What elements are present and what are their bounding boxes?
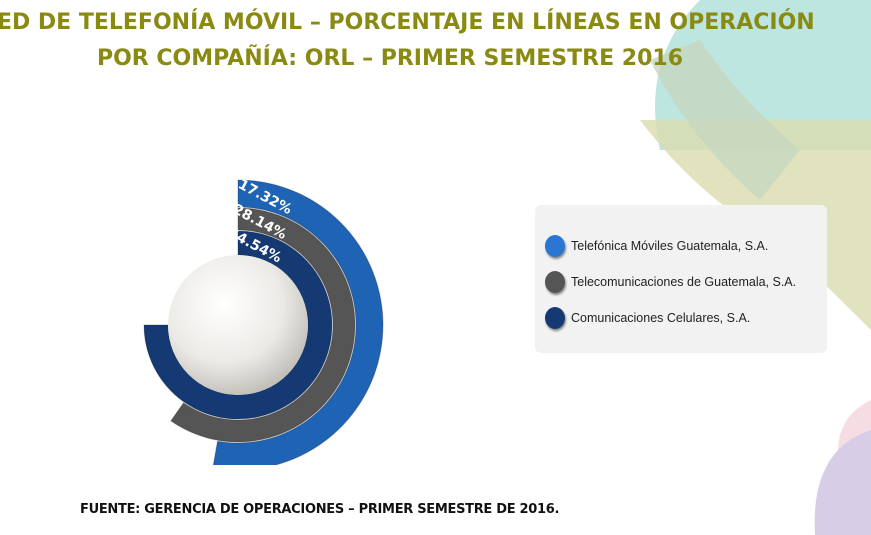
legend-item-telefonica: Telefónica Móviles Guatemala, S.A. (545, 233, 768, 259)
legend-label: Comunicaciones Celulares, S.A. (571, 311, 751, 325)
legend-label: Telecomunicaciones de Guatemala, S.A. (571, 275, 797, 289)
ring-telefonica (212, 179, 384, 465)
lavender-shape (814, 430, 871, 535)
legend-swatch (545, 235, 565, 257)
chart-center-disc (168, 255, 308, 395)
sage-shape (650, 40, 800, 200)
legend-item-comcel: Comunicaciones Celulares, S.A. (545, 305, 750, 331)
ring-telecomunicaciones (170, 207, 356, 443)
legend-swatch (545, 271, 565, 293)
chart-title-line2: POR COMPAÑÍA: ORL – PRIMER SEMESTRE 2016 (96, 46, 684, 71)
source-note: FUENTE: GERENCIA DE OPERACIONES – PRIMER… (80, 502, 560, 517)
legend-swatch (545, 307, 565, 329)
legend-item-telecomunicaciones: Telecomunicaciones de Guatemala, S.A. (545, 269, 796, 295)
legend-label: Telefónica Móviles Guatemala, S.A. (571, 239, 769, 253)
radial-bar-chart: 17.32%28.14%54.54% (143, 177, 384, 465)
chart-title-line1: RED DE TELEFONÍA MÓVIL – PORCENTAJE EN L… (0, 10, 815, 35)
chart-legend: Telefónica Móviles Guatemala, S.A. Telec… (535, 205, 827, 353)
